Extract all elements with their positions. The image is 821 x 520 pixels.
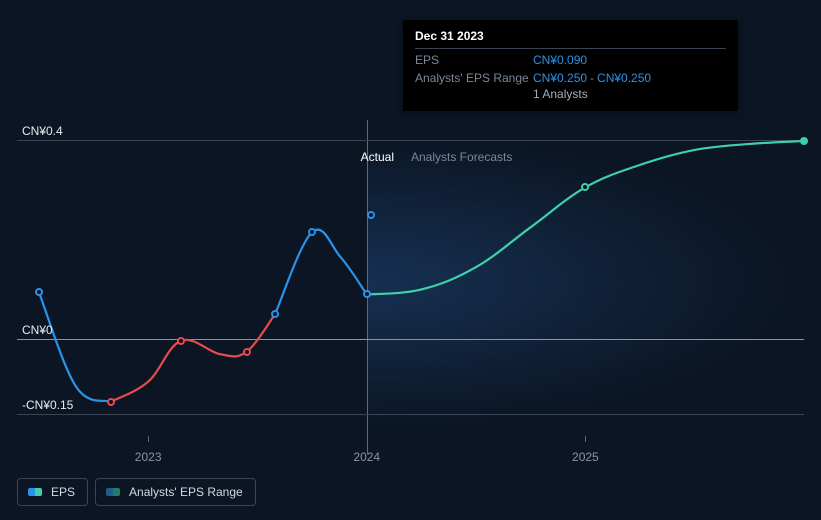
data-point-marker[interactable] [581,183,589,191]
section-label-actual: Actual [361,150,394,164]
data-point-marker[interactable] [243,348,251,356]
data-point-marker[interactable] [35,288,43,296]
chart-legend: EPS Analysts' EPS Range [17,478,256,506]
eps-chart: 2023 2024 2025 Actual Analysts Forecasts D… [0,0,821,520]
data-point-marker[interactable] [367,211,375,219]
data-point-marker[interactable] [800,137,808,145]
tooltip-eps-value: CN¥0.090 [533,53,587,67]
tooltip-eps-label: EPS [415,53,533,67]
data-point-marker[interactable] [363,290,371,298]
tooltip-date: Dec 31 2023 [415,29,726,49]
section-label-forecast: Analysts Forecasts [411,150,512,164]
y-tick-label: -CN¥0.15 [22,399,73,411]
legend-label: EPS [51,485,75,499]
data-point-marker[interactable] [271,310,279,318]
tooltip-range-label: Analysts' EPS Range [415,71,533,85]
x-tick-label: 2023 [135,450,162,464]
tooltip-range-low: CN¥0.250 [533,71,587,85]
legend-swatch-icon [106,488,120,496]
tooltip-range-value: CN¥0.250-CN¥0.250 [533,71,651,85]
chart-tooltip: Dec 31 2023 EPS CN¥0.090 Analysts' EPS R… [403,20,738,111]
legend-label: Analysts' EPS Range [129,485,243,499]
data-point-marker[interactable] [177,337,185,345]
x-tick-label: 2024 [353,450,380,464]
tooltip-range-high: CN¥0.250 [597,71,651,85]
y-tick-label: CN¥0 [22,324,53,336]
legend-item-analysts-range[interactable]: Analysts' EPS Range [95,478,256,506]
data-point-marker[interactable] [308,228,316,236]
tooltip-range-sep: - [587,71,597,85]
plot-area [17,130,804,434]
legend-swatch-icon [28,488,42,496]
x-tick-label: 2025 [572,450,599,464]
tooltip-analyst-count: 1 Analysts [415,85,726,101]
y-tick-label: CN¥0.4 [22,125,63,137]
legend-item-eps[interactable]: EPS [17,478,88,506]
x-axis-ticks: 2023 2024 2025 [17,446,804,466]
data-point-marker[interactable] [107,398,115,406]
